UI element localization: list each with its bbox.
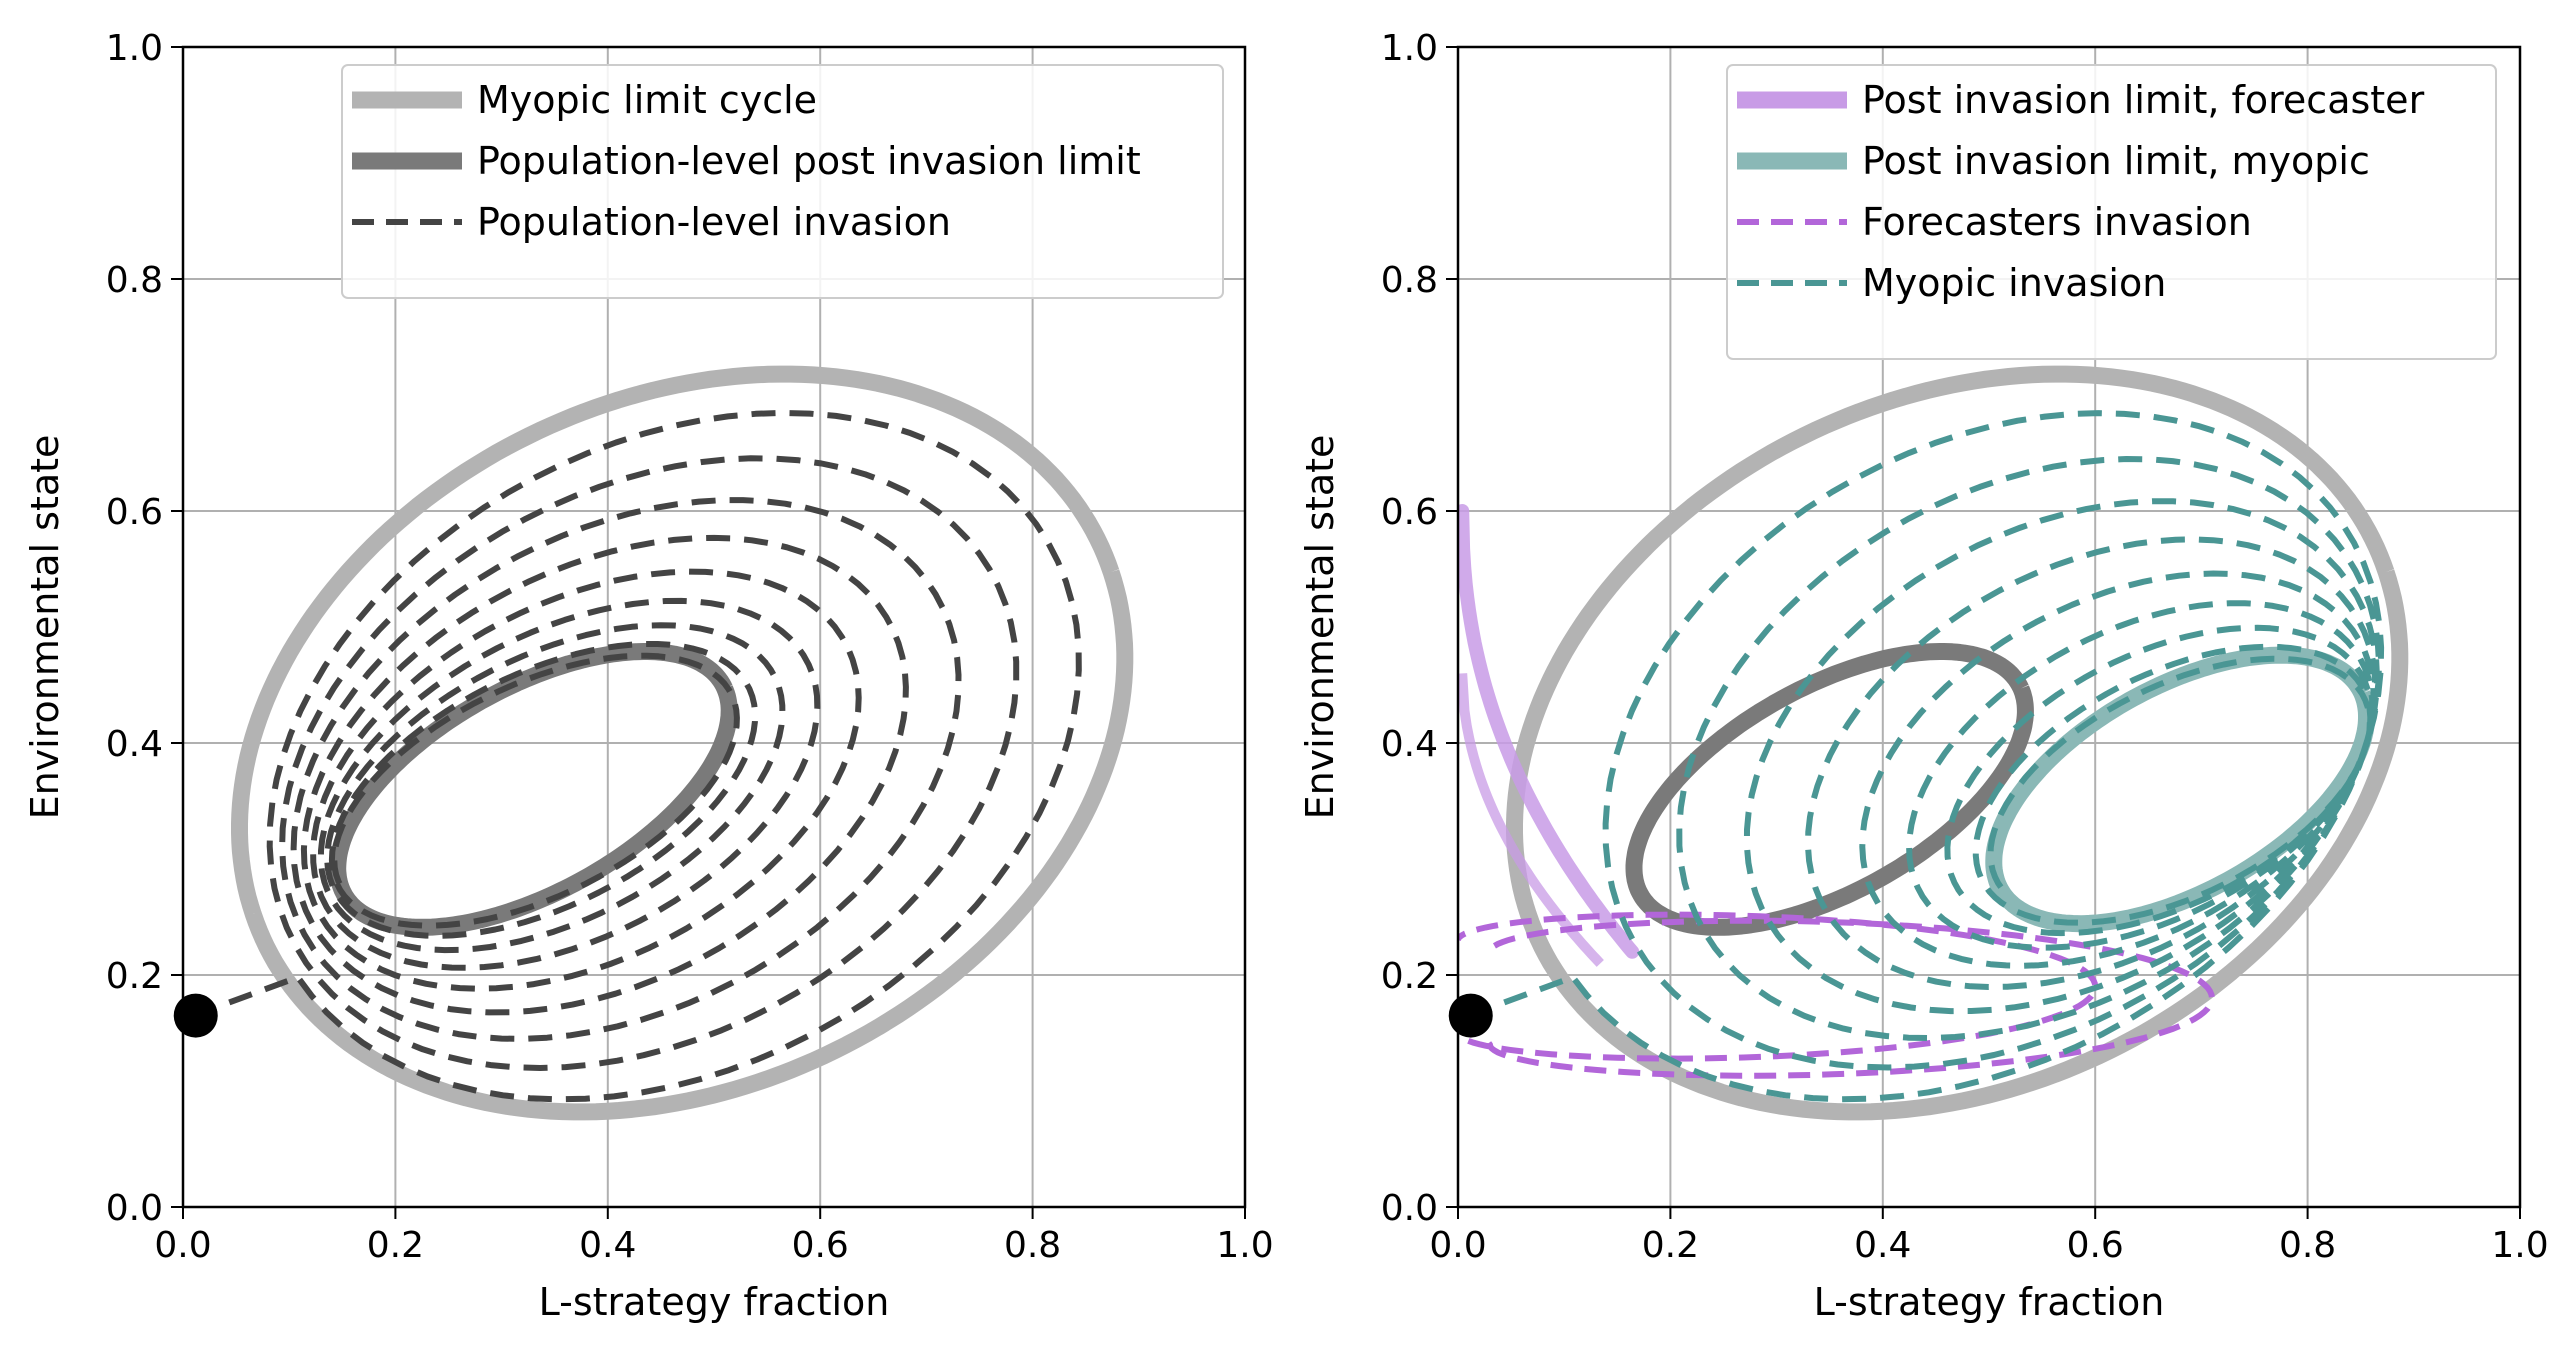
right-series-myopic-invasion [1467, 410, 2385, 1103]
left-legend-label: Myopic limit cycle [477, 78, 817, 122]
left-x-tick-label: 0.8 [1004, 1225, 1061, 1266]
left-x-tick-label: 0.0 [154, 1225, 211, 1266]
right-y-tick-label: 0.4 [1381, 724, 1438, 765]
right-y-tick-label: 0.2 [1381, 956, 1438, 997]
right-series-forecasters-invasion [1466, 917, 2216, 1079]
left-y-tick-label: 0.4 [106, 724, 163, 765]
left-start-point [173, 993, 218, 1038]
right-y-tick-label: 0.6 [1381, 492, 1438, 533]
left-axes-frame [181, 45, 1247, 1209]
right-x-axis-label: L-strategy fraction [1814, 1280, 2165, 1324]
left-panel: 0.0 0.2 0.4 0.6 0.8 1.0 0.0 0.2 0.4 0.6 0.8 1.0 L-s… [23, 28, 1274, 1324]
right-legend-label: Myopic invasion [1862, 261, 2166, 305]
left-y-axis-label: Environmental state [23, 435, 67, 820]
right-series-myopic-limit-cycle [1506, 365, 2409, 1121]
left-x-tick-label: 1.0 [1216, 1225, 1273, 1266]
left-y-tick-label: 0.0 [106, 1188, 163, 1229]
left-plot-area [192, 365, 1134, 1121]
right-legend-label: Post invasion limit, myopic [1862, 139, 2370, 183]
left-x-tick-label: 0.6 [792, 1225, 849, 1266]
left-x-tick-label: 0.2 [367, 1225, 424, 1266]
right-y-tick-label: 0.8 [1381, 260, 1438, 301]
right-plot-area [1458, 365, 2409, 1121]
left-data [173, 365, 1134, 1121]
left-legend-label: Population-level post invasion limit [477, 139, 1141, 183]
right-y-axis-label: Environmental state [1298, 435, 1342, 820]
right-y-tick-label: 1.0 [1381, 28, 1438, 69]
left-legend-box [341, 64, 1224, 299]
left-legend-label: Population-level invasion [477, 200, 951, 244]
right-legend: Post invasion limit, forecaster Post inva… [1726, 64, 2497, 360]
left-y-tick-label: 0.2 [106, 956, 163, 997]
left-y-tick-label: 0.6 [106, 492, 163, 533]
right-series-forecaster-limit-branch [1458, 673, 1604, 967]
right-x-tick-label: 0.4 [1854, 1225, 1911, 1266]
right-legend-label: Forecasters invasion [1862, 200, 2252, 244]
right-x-tick-label: 0.0 [1429, 1225, 1486, 1266]
right-series-forecasters-invasion [1458, 911, 2099, 1062]
right-x-tick-label: 0.8 [2279, 1225, 2336, 1266]
left-series-population-level-invasion [192, 409, 1082, 1103]
right-legend-box [1726, 64, 2497, 360]
right-panel: 0.0 0.2 0.4 0.6 0.8 1.0 0.0 0.2 0.4 0.6 0.8 1.0 L-s… [1298, 28, 2549, 1324]
right-ticks: 0.0 0.2 0.4 0.6 0.8 1.0 0.0 0.2 0.4 0.6 0.8 1.0 [1381, 28, 2549, 1266]
right-y-tick-label: 0.0 [1381, 1188, 1438, 1229]
left-legend: Myopic limit cycle Population-level post … [341, 64, 1224, 299]
right-x-tick-label: 1.0 [2491, 1225, 2548, 1266]
right-x-tick-label: 0.6 [2067, 1225, 2124, 1266]
left-y-tick-label: 0.8 [106, 260, 163, 301]
right-series-population-level-post-invasion-limit [1625, 643, 2034, 936]
right-start-point [1448, 993, 1493, 1038]
right-series-forecaster-limit [1458, 504, 1640, 959]
left-x-tick-label: 0.4 [579, 1225, 636, 1266]
left-series-myopic-limit-cycle [231, 365, 1134, 1121]
left-x-axis-label: L-strategy fraction [539, 1280, 890, 1324]
right-x-tick-label: 0.2 [1642, 1225, 1699, 1266]
left-ticks: 0.0 0.2 0.4 0.6 0.8 1.0 0.0 0.2 0.4 0.6 0.8 1.0 [106, 28, 1274, 1266]
right-data [1448, 365, 2409, 1121]
right-axes-frame [1456, 45, 2522, 1209]
left-y-tick-label: 1.0 [106, 28, 163, 69]
right-legend-label: Post invasion limit, forecaster [1862, 78, 2425, 122]
